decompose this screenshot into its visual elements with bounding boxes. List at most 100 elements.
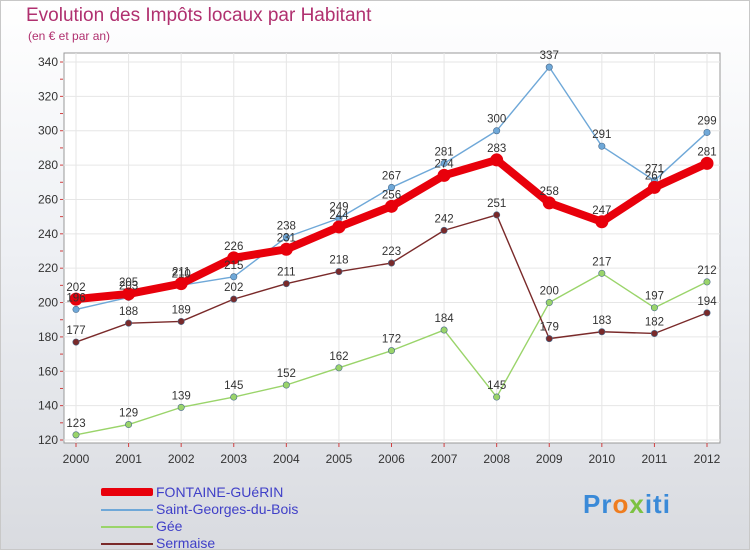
data-label-2: 145 bbox=[224, 380, 243, 392]
data-label-3: 194 bbox=[697, 296, 717, 308]
y-tick-label: 200 bbox=[38, 296, 58, 310]
series-point-1 bbox=[493, 127, 501, 135]
series-point-3 bbox=[493, 211, 501, 219]
legend-label-fontaine: FONTAINE-GUéRIN bbox=[156, 484, 284, 500]
legend-label-gee: Gée bbox=[156, 518, 183, 534]
series-point-1 bbox=[387, 183, 395, 191]
data-label-0: 267 bbox=[645, 170, 664, 182]
series-point-2 bbox=[282, 381, 290, 389]
series-point-2 bbox=[335, 364, 343, 372]
data-label-3: 183 bbox=[592, 315, 611, 327]
series-point-0 bbox=[542, 196, 556, 210]
series-point-3 bbox=[545, 335, 553, 343]
series-point-3 bbox=[282, 280, 290, 288]
x-tick-label: 2005 bbox=[326, 452, 353, 466]
series-point-0 bbox=[69, 292, 83, 306]
series-point-1 bbox=[440, 159, 448, 167]
data-label-3: 202 bbox=[224, 282, 243, 294]
series-point-2 bbox=[598, 269, 606, 277]
data-label-2: 172 bbox=[382, 334, 401, 346]
data-label-0: 211 bbox=[172, 267, 190, 279]
legend-label-sermaise: Sermaise bbox=[156, 535, 216, 550]
data-label-3: 218 bbox=[329, 255, 348, 267]
series-point-3 bbox=[703, 309, 711, 317]
y-tick-label: 120 bbox=[38, 433, 58, 447]
data-label-0: 258 bbox=[540, 186, 559, 198]
y-tick-label: 300 bbox=[38, 124, 58, 138]
series-point-2 bbox=[72, 431, 80, 439]
series-point-0 bbox=[279, 242, 293, 256]
data-label-3: 177 bbox=[66, 325, 85, 337]
series-point-2 bbox=[230, 393, 238, 401]
y-tick-label: 340 bbox=[38, 55, 58, 69]
x-tick-label: 2008 bbox=[483, 452, 510, 466]
data-label-2: 200 bbox=[540, 286, 559, 298]
series-point-0 bbox=[647, 180, 661, 194]
data-label-0: 247 bbox=[592, 205, 611, 217]
data-label-1: 299 bbox=[697, 115, 716, 127]
series-point-0 bbox=[174, 277, 188, 291]
series-point-3 bbox=[230, 295, 238, 303]
series-point-0 bbox=[385, 199, 398, 213]
series-point-2 bbox=[703, 278, 711, 286]
series-point-0 bbox=[332, 220, 346, 234]
data-label-3: 223 bbox=[382, 246, 401, 258]
series-point-1 bbox=[282, 233, 290, 241]
data-label-0: 274 bbox=[434, 158, 454, 170]
legend-swatch-gee bbox=[101, 526, 153, 528]
data-label-1: 271 bbox=[645, 164, 664, 176]
data-label-1: 337 bbox=[540, 50, 559, 62]
series-point-3 bbox=[125, 319, 133, 327]
series-point-1 bbox=[598, 142, 606, 150]
data-label-2: 197 bbox=[645, 291, 664, 303]
y-tick-label: 260 bbox=[38, 192, 58, 206]
data-label-2: 139 bbox=[172, 390, 191, 402]
y-tick-label: 160 bbox=[38, 364, 58, 378]
data-label-2: 217 bbox=[592, 256, 611, 268]
legend-swatch-sermaise bbox=[101, 543, 153, 545]
data-label-2: 212 bbox=[697, 265, 716, 277]
data-label-1: 238 bbox=[277, 220, 296, 232]
x-tick-label: 2006 bbox=[378, 452, 405, 466]
data-label-3: 242 bbox=[434, 213, 453, 225]
data-label-0: 205 bbox=[119, 277, 138, 289]
data-label-0: 281 bbox=[697, 146, 716, 158]
series-point-2 bbox=[440, 326, 448, 334]
data-label-3: 182 bbox=[645, 316, 664, 328]
legend-swatch-fontaine bbox=[101, 488, 153, 496]
y-tick-label: 240 bbox=[38, 227, 58, 241]
data-label-0: 226 bbox=[224, 241, 243, 253]
series-point-0 bbox=[122, 287, 136, 301]
y-tick-label: 140 bbox=[38, 399, 58, 413]
data-label-2: 162 bbox=[329, 351, 348, 363]
series-point-2 bbox=[545, 299, 553, 307]
series-point-0 bbox=[595, 215, 609, 229]
series-point-0 bbox=[227, 251, 241, 265]
y-tick-label: 320 bbox=[38, 89, 58, 103]
data-label-1: 267 bbox=[382, 170, 401, 182]
data-label-1: 210 bbox=[172, 268, 191, 280]
data-label-0: 244 bbox=[329, 210, 349, 222]
x-tick-label: 2003 bbox=[220, 452, 247, 466]
data-label-1: 196 bbox=[66, 292, 85, 304]
data-label-2: 145 bbox=[487, 380, 506, 392]
series-point-2 bbox=[387, 347, 395, 355]
y-tick-label: 220 bbox=[38, 261, 58, 275]
series-point-0 bbox=[490, 153, 504, 167]
y-tick-label: 280 bbox=[38, 158, 58, 172]
series-point-0 bbox=[700, 156, 714, 170]
data-label-1: 249 bbox=[329, 201, 348, 213]
x-tick-label: 2009 bbox=[536, 452, 563, 466]
data-label-2: 152 bbox=[277, 368, 296, 380]
data-label-2: 184 bbox=[434, 313, 454, 325]
x-tick-label: 2007 bbox=[431, 452, 458, 466]
legend-swatch-saint-georges bbox=[101, 509, 153, 511]
series-point-2 bbox=[177, 403, 185, 411]
series-point-3 bbox=[440, 226, 448, 234]
x-tick-label: 2012 bbox=[694, 452, 721, 466]
series-point-2 bbox=[493, 393, 501, 401]
data-label-2: 129 bbox=[119, 408, 138, 420]
series-point-2 bbox=[650, 304, 658, 312]
